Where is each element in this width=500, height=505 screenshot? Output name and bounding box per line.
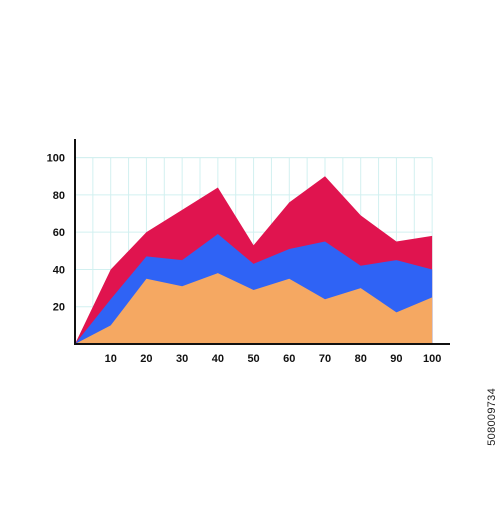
x-tick-label: 60 [283, 353, 295, 365]
y-tick-label: 20 [53, 302, 65, 314]
y-tick-label: 60 [53, 227, 65, 239]
y-tick-label: 80 [53, 190, 65, 202]
x-tick-label: 50 [247, 353, 259, 365]
x-tick-label: 90 [390, 353, 402, 365]
x-tick-label: 40 [212, 353, 224, 365]
axes [74, 139, 450, 345]
x-tick-label: 10 [105, 353, 117, 365]
series-areas [75, 176, 433, 344]
series-area-bottom [75, 273, 433, 344]
watermark-id-text: 508009734 [486, 388, 498, 446]
x-tick-label: 80 [355, 353, 367, 365]
y-tick-label: 40 [53, 264, 65, 276]
x-tick-label: 70 [319, 353, 331, 365]
x-tick-label: 30 [176, 353, 188, 365]
tick-labels: 10 20 30 40 50 60 70 80 90 100 20 40 60 80 100 [47, 153, 442, 365]
x-tick-label: 20 [140, 353, 152, 365]
y-tick-label: 100 [47, 153, 65, 165]
x-tick-label: 100 [423, 353, 441, 365]
